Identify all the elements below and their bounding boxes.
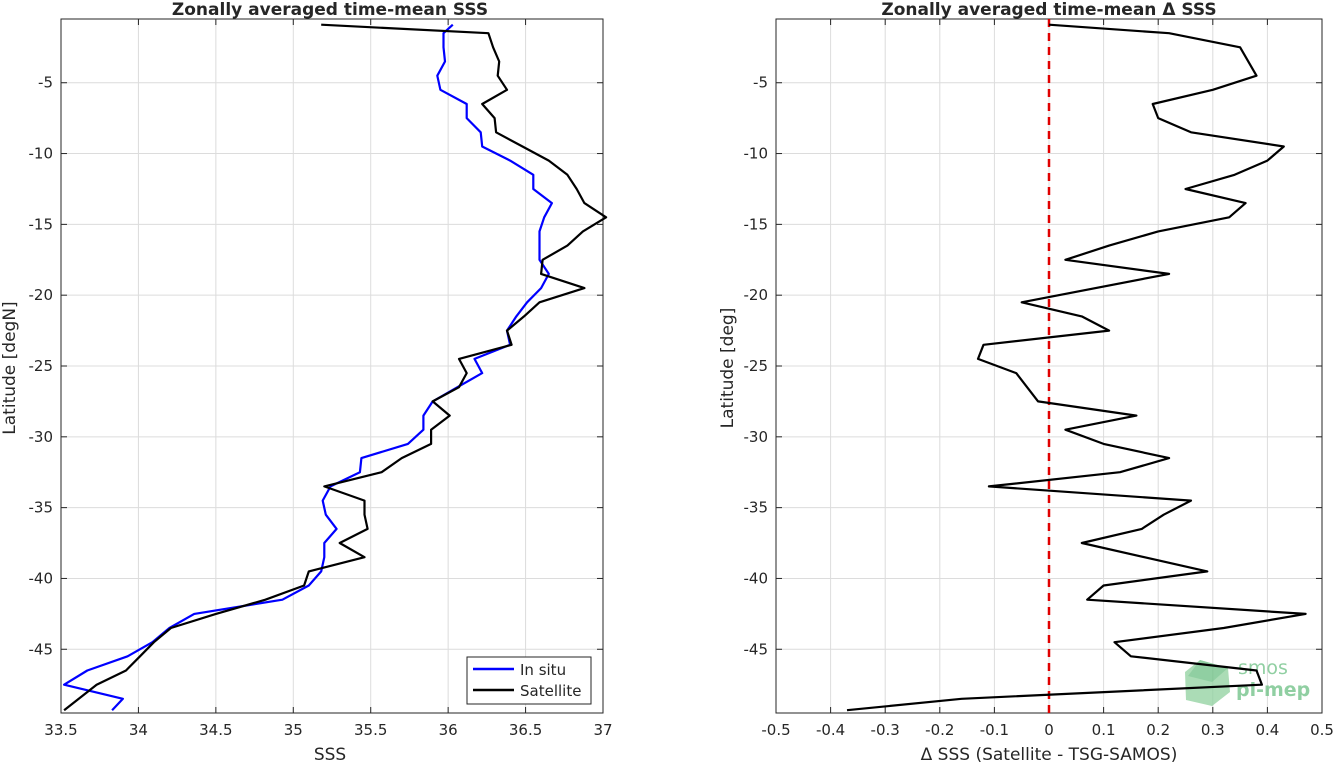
x-tick-label: 0.4: [1255, 721, 1279, 739]
y-tick-label: -35: [744, 499, 769, 517]
sss-y-axis-label: Latitude [degN]: [0, 301, 20, 434]
x-tick-label: -0.3: [871, 721, 900, 739]
y-tick-label: -40: [744, 569, 769, 587]
sss-grid: [60, 19, 604, 713]
sss-legend: In situ Satellite: [466, 656, 592, 705]
x-tick-label: 0.3: [1201, 721, 1225, 739]
logo-text-smos: smos: [1238, 657, 1288, 679]
x-tick-label: -0.4: [816, 721, 845, 739]
y-tick-label: -10: [744, 145, 769, 163]
x-tick-label: 0.1: [1092, 721, 1116, 739]
x-tick-label: 0.2: [1146, 721, 1170, 739]
x-tick-label: 34: [129, 721, 148, 739]
x-tick-label: 35.5: [354, 721, 387, 739]
y-tick-label: -15: [29, 215, 54, 233]
x-tick-label: -0.5: [761, 721, 790, 739]
sss-series: [62, 23, 608, 712]
legend-box: [466, 656, 592, 705]
x-tick-label: 37: [593, 721, 612, 739]
delta-x-axis-label: Δ SSS (Satellite - TSG-SAMOS): [921, 745, 1178, 764]
y-tick-label: -5: [753, 74, 768, 92]
y-tick-label: -40: [29, 569, 54, 587]
delta-sss-panel-title: Zonally averaged time-mean Δ SSS: [881, 0, 1216, 20]
y-tick-label: -20: [744, 286, 769, 304]
y-tick-label: -10: [29, 145, 54, 163]
series-line-delta: [846, 23, 1307, 712]
x-tick-label: -0.2: [925, 721, 954, 739]
series-line-satellite: [63, 23, 608, 712]
sss-panel: Zonally averaged time-mean SSS 33.5 34 34.…: [0, 0, 613, 764]
delta-y-axis-label: Latitude [deg]: [718, 308, 738, 429]
x-tick-label: 0.5: [1310, 721, 1333, 739]
logo-text-pimep: pi-mep: [1236, 679, 1310, 701]
y-tick-label: -45: [744, 640, 769, 658]
legend-satellite-label: Satellite: [520, 682, 581, 700]
y-tick-label: -5: [38, 74, 53, 92]
series-line-in-situ: [62, 23, 554, 711]
legend-insitu-label: In situ: [520, 661, 566, 679]
y-tick-label: -30: [744, 428, 769, 446]
x-tick-label: 35: [284, 721, 303, 739]
y-tick-label: -20: [29, 286, 54, 304]
y-tick-label: -25: [29, 357, 54, 375]
sss-ticks: 33.5 34 34.5 35 35.5 36 36.5 37 -5 -10 -15 -20 -25 -3…: [29, 19, 613, 739]
x-tick-label: -0.1: [980, 721, 1009, 739]
sss-panel-title: Zonally averaged time-mean SSS: [172, 0, 488, 20]
delta-series: [846, 23, 1307, 712]
x-tick-label: 36: [439, 721, 458, 739]
sss-x-axis-label: SSS: [314, 745, 346, 764]
delta-sss-panel: Zonally averaged time-mean Δ SSS -0.5 -0.…: [718, 0, 1333, 764]
y-tick-label: -25: [744, 357, 769, 375]
y-tick-label: -30: [29, 428, 54, 446]
delta-ticks: -0.5 -0.4 -0.3 -0.2 -0.1 0 0.1 0.2 0.3 0.4 0.5 -5 -1…: [744, 19, 1333, 739]
x-tick-label: 0: [1044, 721, 1054, 739]
x-tick-label: 36.5: [509, 721, 542, 739]
y-tick-label: -15: [744, 215, 769, 233]
y-tick-label: -45: [29, 640, 54, 658]
x-tick-label: 33.5: [44, 721, 77, 739]
x-tick-label: 34.5: [199, 721, 232, 739]
y-tick-label: -35: [29, 499, 54, 517]
